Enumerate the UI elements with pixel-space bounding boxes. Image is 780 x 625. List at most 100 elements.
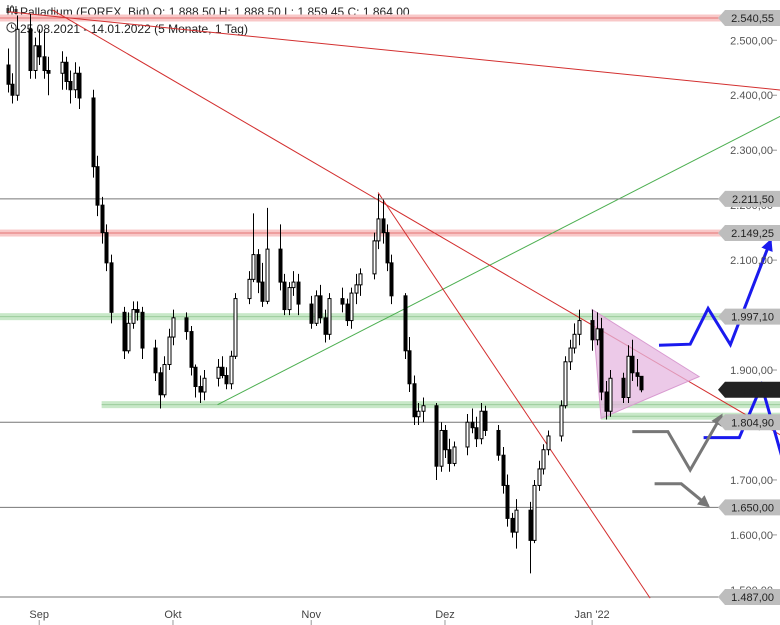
candle bbox=[126, 312, 131, 354]
candle bbox=[323, 309, 328, 343]
trendline bbox=[52, 9, 780, 436]
candle-body bbox=[546, 435, 551, 451]
candle-body bbox=[233, 298, 238, 357]
candle-body bbox=[452, 446, 457, 464]
candle bbox=[403, 293, 408, 360]
chart-header-period: 25.08.2021 - 14.01.2022 (5 Monate, 1 Tag… bbox=[6, 22, 248, 36]
candle bbox=[443, 424, 448, 458]
candle-body bbox=[385, 232, 390, 264]
candle bbox=[470, 408, 475, 434]
price-tag bbox=[718, 190, 780, 207]
candle bbox=[265, 207, 270, 305]
candle-body bbox=[354, 284, 359, 294]
candle-body bbox=[416, 410, 421, 418]
candle bbox=[198, 375, 203, 404]
candle-body bbox=[224, 375, 229, 385]
candle-body bbox=[64, 61, 69, 83]
x-tick-label: Nov bbox=[301, 609, 321, 621]
candle bbox=[189, 326, 194, 376]
candle-body bbox=[193, 366, 198, 388]
candle bbox=[608, 370, 613, 417]
candle-body bbox=[434, 405, 439, 467]
candle-body bbox=[403, 295, 408, 352]
candle bbox=[358, 268, 363, 296]
candle bbox=[416, 403, 421, 425]
candle bbox=[528, 501, 533, 574]
candle-body bbox=[443, 429, 448, 451]
trendline bbox=[377, 192, 651, 599]
candle bbox=[104, 224, 109, 272]
candle-body bbox=[528, 509, 533, 541]
candle bbox=[421, 397, 426, 423]
candle-body bbox=[104, 232, 109, 264]
candle-body bbox=[505, 484, 510, 519]
trendlines bbox=[7, 9, 780, 599]
y-tick-label: 1.700,00 bbox=[730, 475, 773, 487]
candle-body bbox=[563, 361, 568, 407]
x-tick-label: Okt bbox=[164, 609, 181, 621]
candle bbox=[202, 370, 207, 401]
candle bbox=[577, 309, 582, 346]
candle bbox=[635, 359, 640, 387]
candle bbox=[630, 339, 635, 382]
candle-body bbox=[340, 298, 345, 305]
candle bbox=[327, 293, 332, 340]
candle-body bbox=[345, 303, 350, 322]
candle-body bbox=[559, 405, 564, 437]
candle-body bbox=[309, 303, 314, 324]
candle-body bbox=[439, 429, 444, 467]
candle bbox=[447, 438, 452, 472]
candles bbox=[6, 13, 644, 574]
candle-body bbox=[167, 336, 172, 366]
candle bbox=[251, 213, 256, 283]
candle-body bbox=[42, 56, 47, 72]
candle-body bbox=[421, 405, 426, 412]
candle-body bbox=[532, 484, 537, 541]
candle bbox=[60, 51, 65, 90]
candle-body bbox=[376, 218, 381, 242]
x-tick-label: Dez bbox=[435, 609, 455, 621]
x-tick-label: Sep bbox=[29, 609, 49, 621]
candle-body bbox=[483, 410, 488, 431]
candle bbox=[233, 293, 238, 360]
triangle-pattern bbox=[591, 308, 701, 420]
candle bbox=[439, 422, 444, 472]
candle-body bbox=[577, 320, 582, 335]
candle-body bbox=[158, 372, 163, 396]
candle bbox=[412, 375, 417, 425]
candle bbox=[389, 254, 394, 305]
candle bbox=[287, 282, 292, 316]
candle-body bbox=[131, 309, 136, 324]
scenario-arrow bbox=[632, 413, 723, 474]
candle bbox=[599, 317, 604, 401]
candle bbox=[42, 32, 47, 79]
candle-body bbox=[599, 328, 604, 393]
candle-body bbox=[590, 320, 595, 341]
price-tag bbox=[718, 10, 780, 26]
candle bbox=[452, 441, 457, 467]
candle-body bbox=[140, 311, 145, 349]
candle-body bbox=[109, 262, 114, 313]
candle-body bbox=[247, 278, 252, 300]
candle-body bbox=[572, 333, 577, 349]
candle-body bbox=[537, 468, 542, 486]
candle-body bbox=[73, 72, 78, 91]
candle-body bbox=[278, 248, 283, 283]
candle bbox=[474, 416, 479, 447]
candle bbox=[532, 479, 537, 544]
candle-body bbox=[216, 366, 221, 379]
candle bbox=[568, 339, 573, 371]
candle-body bbox=[68, 81, 73, 91]
candle bbox=[100, 196, 105, 244]
price-tag-label: 2.211,50 bbox=[732, 194, 774, 206]
y-tick-label: 2.300,00 bbox=[730, 145, 773, 157]
candle-body bbox=[465, 421, 470, 448]
candle bbox=[604, 381, 609, 420]
candle-body bbox=[229, 355, 234, 385]
candle-body bbox=[626, 355, 631, 399]
candle bbox=[465, 413, 470, 456]
candle-body bbox=[635, 372, 640, 377]
candle bbox=[563, 356, 568, 409]
candle-body bbox=[479, 410, 484, 440]
